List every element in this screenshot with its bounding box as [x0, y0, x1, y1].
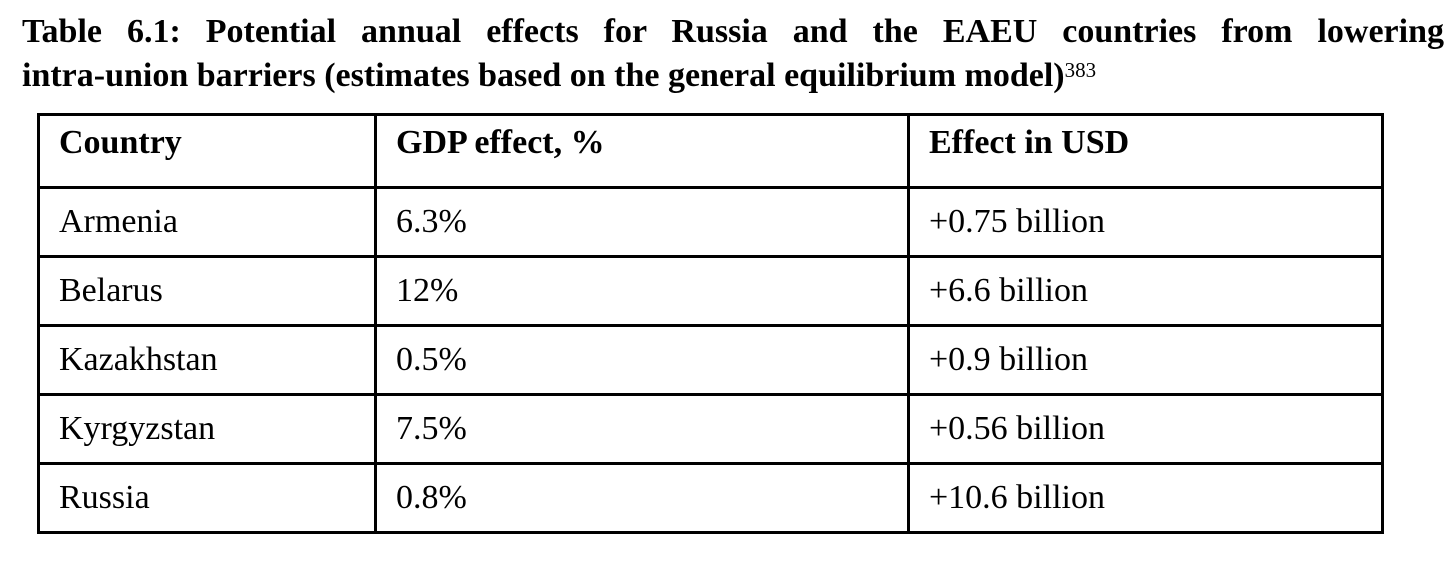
table-row: Belarus 12% +6.6 billion: [37, 255, 1384, 327]
cell-effect-usd: +10.6 billion: [907, 462, 1384, 534]
cell-country: Russia: [37, 462, 377, 534]
cell-country: Belarus: [37, 255, 377, 327]
cell-gdp-effect: 0.8%: [374, 462, 910, 534]
caption-line-2-text: intra-union barriers (estimates based on…: [22, 57, 1065, 94]
table-row: Russia 0.8% +10.6 billion: [37, 462, 1384, 534]
cell-country: Kazakhstan: [37, 324, 377, 396]
header-gdp-effect: GDP effect, %: [374, 113, 910, 189]
cell-effect-usd: +6.6 billion: [907, 255, 1384, 327]
caption-line-2: intra-union barriers (estimates based on…: [22, 54, 1444, 98]
cell-country: Armenia: [37, 186, 377, 258]
cell-gdp-effect: 7.5%: [374, 393, 910, 465]
caption-line-1: Table 6.1: Potential annual effects for …: [22, 13, 1444, 50]
table-caption: Table 6.1: Potential annual effects for …: [22, 10, 1444, 98]
table-row: Armenia 6.3% +0.75 billion: [37, 186, 1384, 258]
effects-table: Country GDP effect, % Effect in USD Arme…: [37, 113, 1384, 534]
header-country: Country: [37, 113, 377, 189]
cell-effect-usd: +0.75 billion: [907, 186, 1384, 258]
header-effect-usd: Effect in USD: [907, 113, 1384, 189]
cell-gdp-effect: 6.3%: [374, 186, 910, 258]
cell-effect-usd: +0.56 billion: [907, 393, 1384, 465]
table-header-row: Country GDP effect, % Effect in USD: [37, 113, 1384, 189]
cell-gdp-effect: 0.5%: [374, 324, 910, 396]
table-row: Kazakhstan 0.5% +0.9 billion: [37, 324, 1384, 396]
table-row: Kyrgyzstan 7.5% +0.56 billion: [37, 393, 1384, 465]
footnote-reference[interactable]: 383: [1064, 58, 1097, 82]
cell-effect-usd: +0.9 billion: [907, 324, 1384, 396]
cell-gdp-effect: 12%: [374, 255, 910, 327]
cell-country: Kyrgyzstan: [37, 393, 377, 465]
